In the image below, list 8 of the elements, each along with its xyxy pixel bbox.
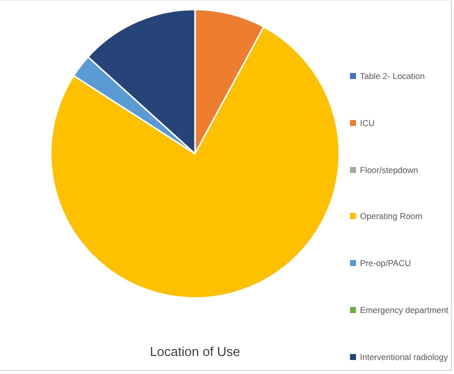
legend-label: Pre-op/PACU (360, 258, 411, 268)
legend-label: ICU (360, 118, 375, 128)
legend-label: Emergency department (360, 305, 448, 316)
legend-label: Interventional radiology (360, 352, 448, 362)
text: Location of Use (150, 344, 240, 359)
legend-label: Operating Room (360, 211, 422, 222)
legend-label: Table 2- Location (360, 71, 425, 81)
legend-label: Floor/stepdown (360, 164, 418, 175)
